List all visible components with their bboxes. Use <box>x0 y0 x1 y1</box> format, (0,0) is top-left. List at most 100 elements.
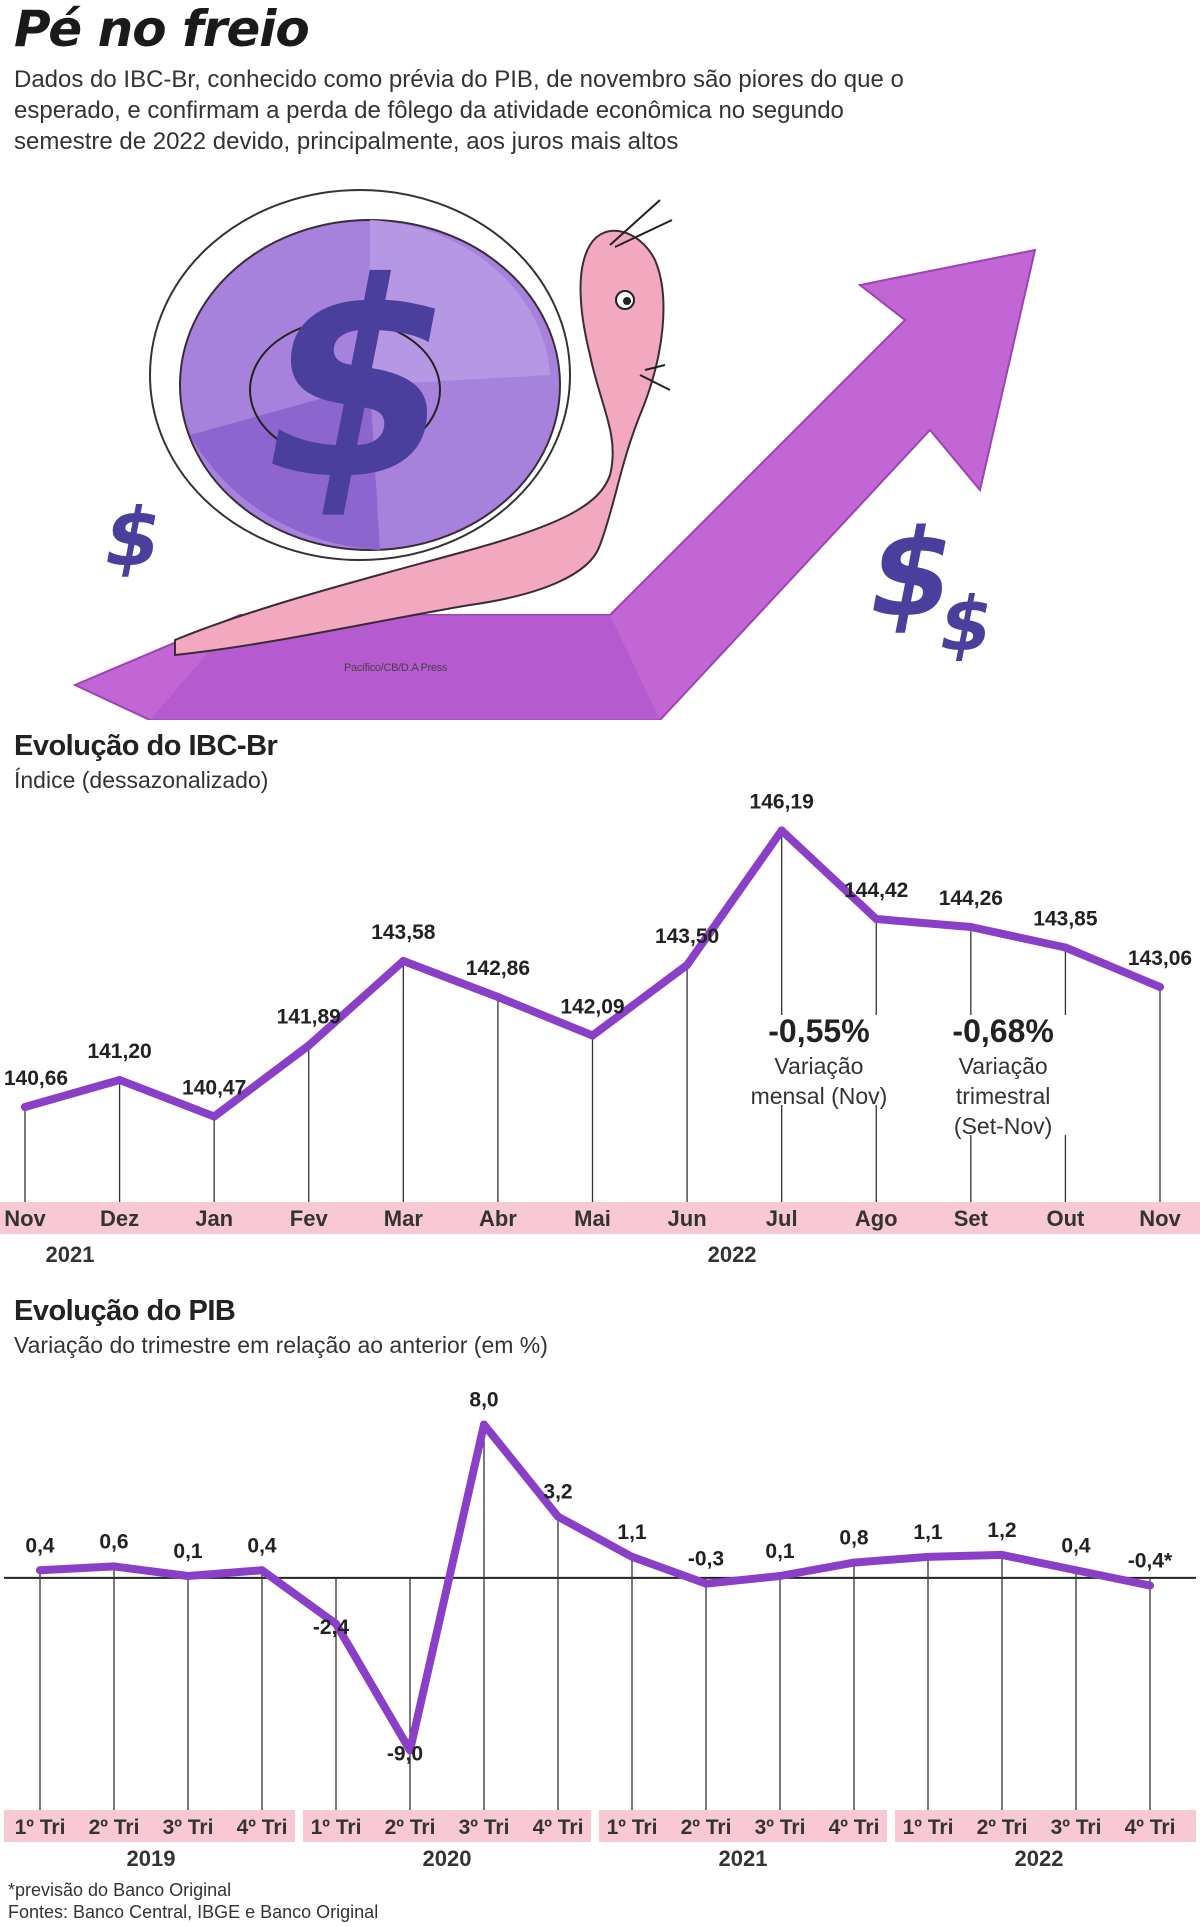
year-label: 2020 <box>423 1846 472 1870</box>
ibc-chart-title: Evolução do IBC-Br <box>14 730 278 762</box>
data-label: -0,4* <box>1128 1550 1173 1573</box>
category-label: 3º Tri <box>755 1816 806 1839</box>
data-label: 0,4 <box>25 1534 55 1557</box>
ibc-line-chart: 140,66 141,20 140,47 141,89 143,58 142,86 142,… <box>0 791 1200 1267</box>
data-label: 143,58 <box>371 921 436 944</box>
data-point <box>777 826 786 835</box>
category-label: 1º Tri <box>903 1816 954 1839</box>
data-point <box>210 1112 219 1121</box>
snail-shell <box>149 189 571 561</box>
axis-band <box>895 1810 1196 1842</box>
data-point <box>258 1566 266 1575</box>
data-label: -0,3 <box>688 1548 724 1571</box>
data-label: 0,8 <box>839 1527 869 1550</box>
data-label: 1,1 <box>913 1521 943 1544</box>
category-label: 4º Tri <box>237 1816 288 1839</box>
category-label: Dez <box>100 1206 139 1231</box>
data-point <box>554 1512 562 1521</box>
category-label: 1º Tri <box>15 1816 66 1839</box>
pib-chart-title: Evolução do PIB <box>14 1295 236 1327</box>
snail-illustration: $ $ $ $ <box>72 189 1037 720</box>
pib-chart-subtitle: Variação do trimestre em relação ao ante… <box>14 1332 548 1358</box>
footnote-sources: Fontes: Banco Central, IBGE e Banco Orig… <box>8 1902 379 1922</box>
data-label: 0,4 <box>247 1534 277 1557</box>
data-label: 141,20 <box>87 1040 151 1063</box>
data-point <box>304 1041 313 1050</box>
category-label: Nov <box>1139 1206 1181 1231</box>
data-label: 141,89 <box>277 1006 341 1029</box>
category-label: Mar <box>384 1206 424 1231</box>
data-label: 146,19 <box>750 791 814 814</box>
data-point <box>493 993 502 1001</box>
data-label: 0,1 <box>765 1540 795 1563</box>
category-label: Abr <box>479 1206 517 1231</box>
data-label: 142,86 <box>466 957 530 980</box>
data-label: 142,09 <box>560 996 624 1019</box>
data-point <box>628 1552 636 1561</box>
annotation-background <box>733 1015 904 1105</box>
annotation-value: -0,68% <box>952 1013 1053 1049</box>
lead-paragraph: Dados do IBC-Br, conhecido como prévia d… <box>14 66 904 155</box>
annotation-label: (Set-Nov) <box>954 1113 1052 1139</box>
data-point <box>1072 1566 1080 1575</box>
category-label: 2º Tri <box>89 1816 140 1839</box>
category-label: Fev <box>290 1206 329 1231</box>
illustration-credit: Pacífico/CB/D.A Press <box>344 662 448 674</box>
year-label: 2021 <box>46 1242 95 1267</box>
data-label: 143,06 <box>1128 947 1192 970</box>
data-label: 3,2 <box>543 1481 572 1504</box>
snail-body <box>174 199 673 657</box>
annotation-label: trimestral <box>956 1083 1051 1109</box>
ibc-chart-subtitle: Índice (dessazonalizado) <box>14 767 269 793</box>
data-label: 143,50 <box>655 925 719 948</box>
category-label: Jan <box>195 1206 233 1231</box>
data-point <box>332 1619 340 1628</box>
footnote-forecast: *previsão do Banco Original <box>8 1880 232 1900</box>
data-point <box>184 1572 192 1580</box>
category-label: Jun <box>668 1206 707 1231</box>
data-point <box>776 1572 784 1580</box>
category-label: 2º Tri <box>977 1816 1028 1839</box>
annotation-background <box>918 1015 1089 1135</box>
data-point <box>110 1562 118 1571</box>
category-label: Mai <box>574 1206 611 1231</box>
dollar-sign-icon: $ <box>940 580 992 668</box>
dollar-sign-icon: $ <box>265 224 453 539</box>
category-label: Out <box>1046 1206 1085 1231</box>
data-point <box>702 1579 710 1588</box>
data-label: 143,85 <box>1033 908 1098 931</box>
year-label: 2019 <box>127 1846 176 1870</box>
data-point <box>966 923 975 931</box>
data-point <box>36 1566 44 1575</box>
category-label: 3º Tri <box>1051 1816 1102 1839</box>
category-label: 1º Tri <box>311 1816 362 1839</box>
data-label: -2,4 <box>313 1616 350 1639</box>
data-point <box>872 915 881 923</box>
data-label: -9,0 <box>387 1742 423 1765</box>
data-label: 144,42 <box>844 879 908 902</box>
data-label: 140,66 <box>4 1067 68 1090</box>
category-label: 4º Tri <box>1125 1816 1176 1839</box>
category-label: 2º Tri <box>385 1816 436 1839</box>
data-point <box>115 1076 124 1084</box>
data-point <box>399 957 408 965</box>
category-label: Nov <box>4 1206 46 1231</box>
axis-band <box>0 1202 1200 1234</box>
data-point <box>406 1746 414 1755</box>
data-label: 0,6 <box>99 1530 128 1553</box>
data-label: 144,26 <box>939 887 1003 910</box>
category-label: Jul <box>766 1206 798 1231</box>
data-point <box>1156 983 1164 991</box>
data-point <box>850 1558 858 1567</box>
axis-band <box>303 1810 591 1842</box>
category-label: 2º Tri <box>681 1816 732 1839</box>
data-point <box>588 1031 597 1040</box>
data-point <box>683 961 692 969</box>
dollar-sign-icon: $ <box>870 505 954 644</box>
data-label: 1,1 <box>617 1521 647 1544</box>
category-label: Ago <box>855 1206 898 1231</box>
category-label: 4º Tri <box>829 1816 880 1839</box>
data-point <box>924 1552 932 1561</box>
data-label: 1,2 <box>987 1519 1016 1542</box>
category-label: 4º Tri <box>533 1816 584 1839</box>
